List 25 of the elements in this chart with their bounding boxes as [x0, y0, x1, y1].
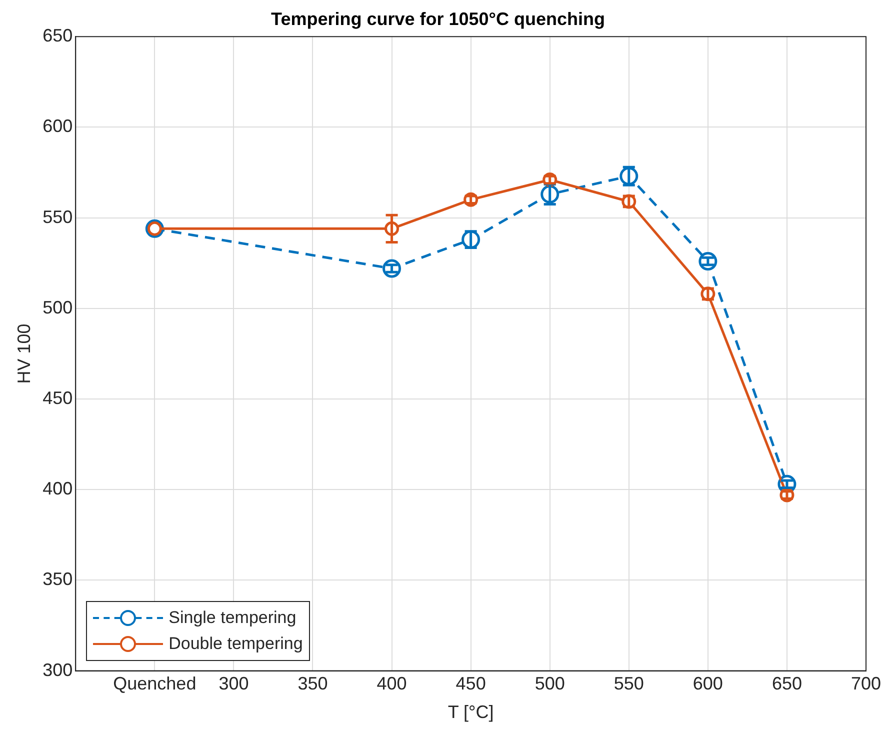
x-tick-label: 300 — [218, 674, 249, 694]
y-tick-label: 400 — [42, 478, 73, 499]
legend-label: Double tempering — [168, 634, 303, 654]
y-tick-label: 600 — [42, 116, 73, 136]
x-tick-label: 550 — [614, 674, 644, 694]
y-tick-label: 500 — [42, 297, 73, 318]
y-tick-label: 350 — [42, 569, 73, 590]
y-tick-label: 550 — [42, 206, 73, 227]
y-tick-label: 450 — [42, 388, 73, 408]
y-axis-title: HV 100 — [14, 324, 34, 384]
x-tick-label: 450 — [456, 674, 486, 694]
point — [698, 252, 718, 271]
x-tick-label: 650 — [772, 674, 802, 694]
x-axis-title: T [°C] — [448, 702, 494, 722]
x-tick-label: Quenched — [113, 674, 196, 694]
y-tick-label: 650 — [42, 26, 73, 46]
legend-label: Single tempering — [168, 608, 296, 628]
x-tick-label: 400 — [376, 674, 407, 694]
y-tick-label: 300 — [42, 660, 73, 680]
x-tick-label: 700 — [850, 674, 882, 694]
x-tick-label: 600 — [692, 674, 723, 694]
x-tick-label: 350 — [298, 674, 328, 694]
point — [382, 259, 402, 278]
chart-title: Tempering curve for 1050°C quenching — [271, 8, 605, 29]
x-tick-label: 500 — [534, 674, 565, 694]
